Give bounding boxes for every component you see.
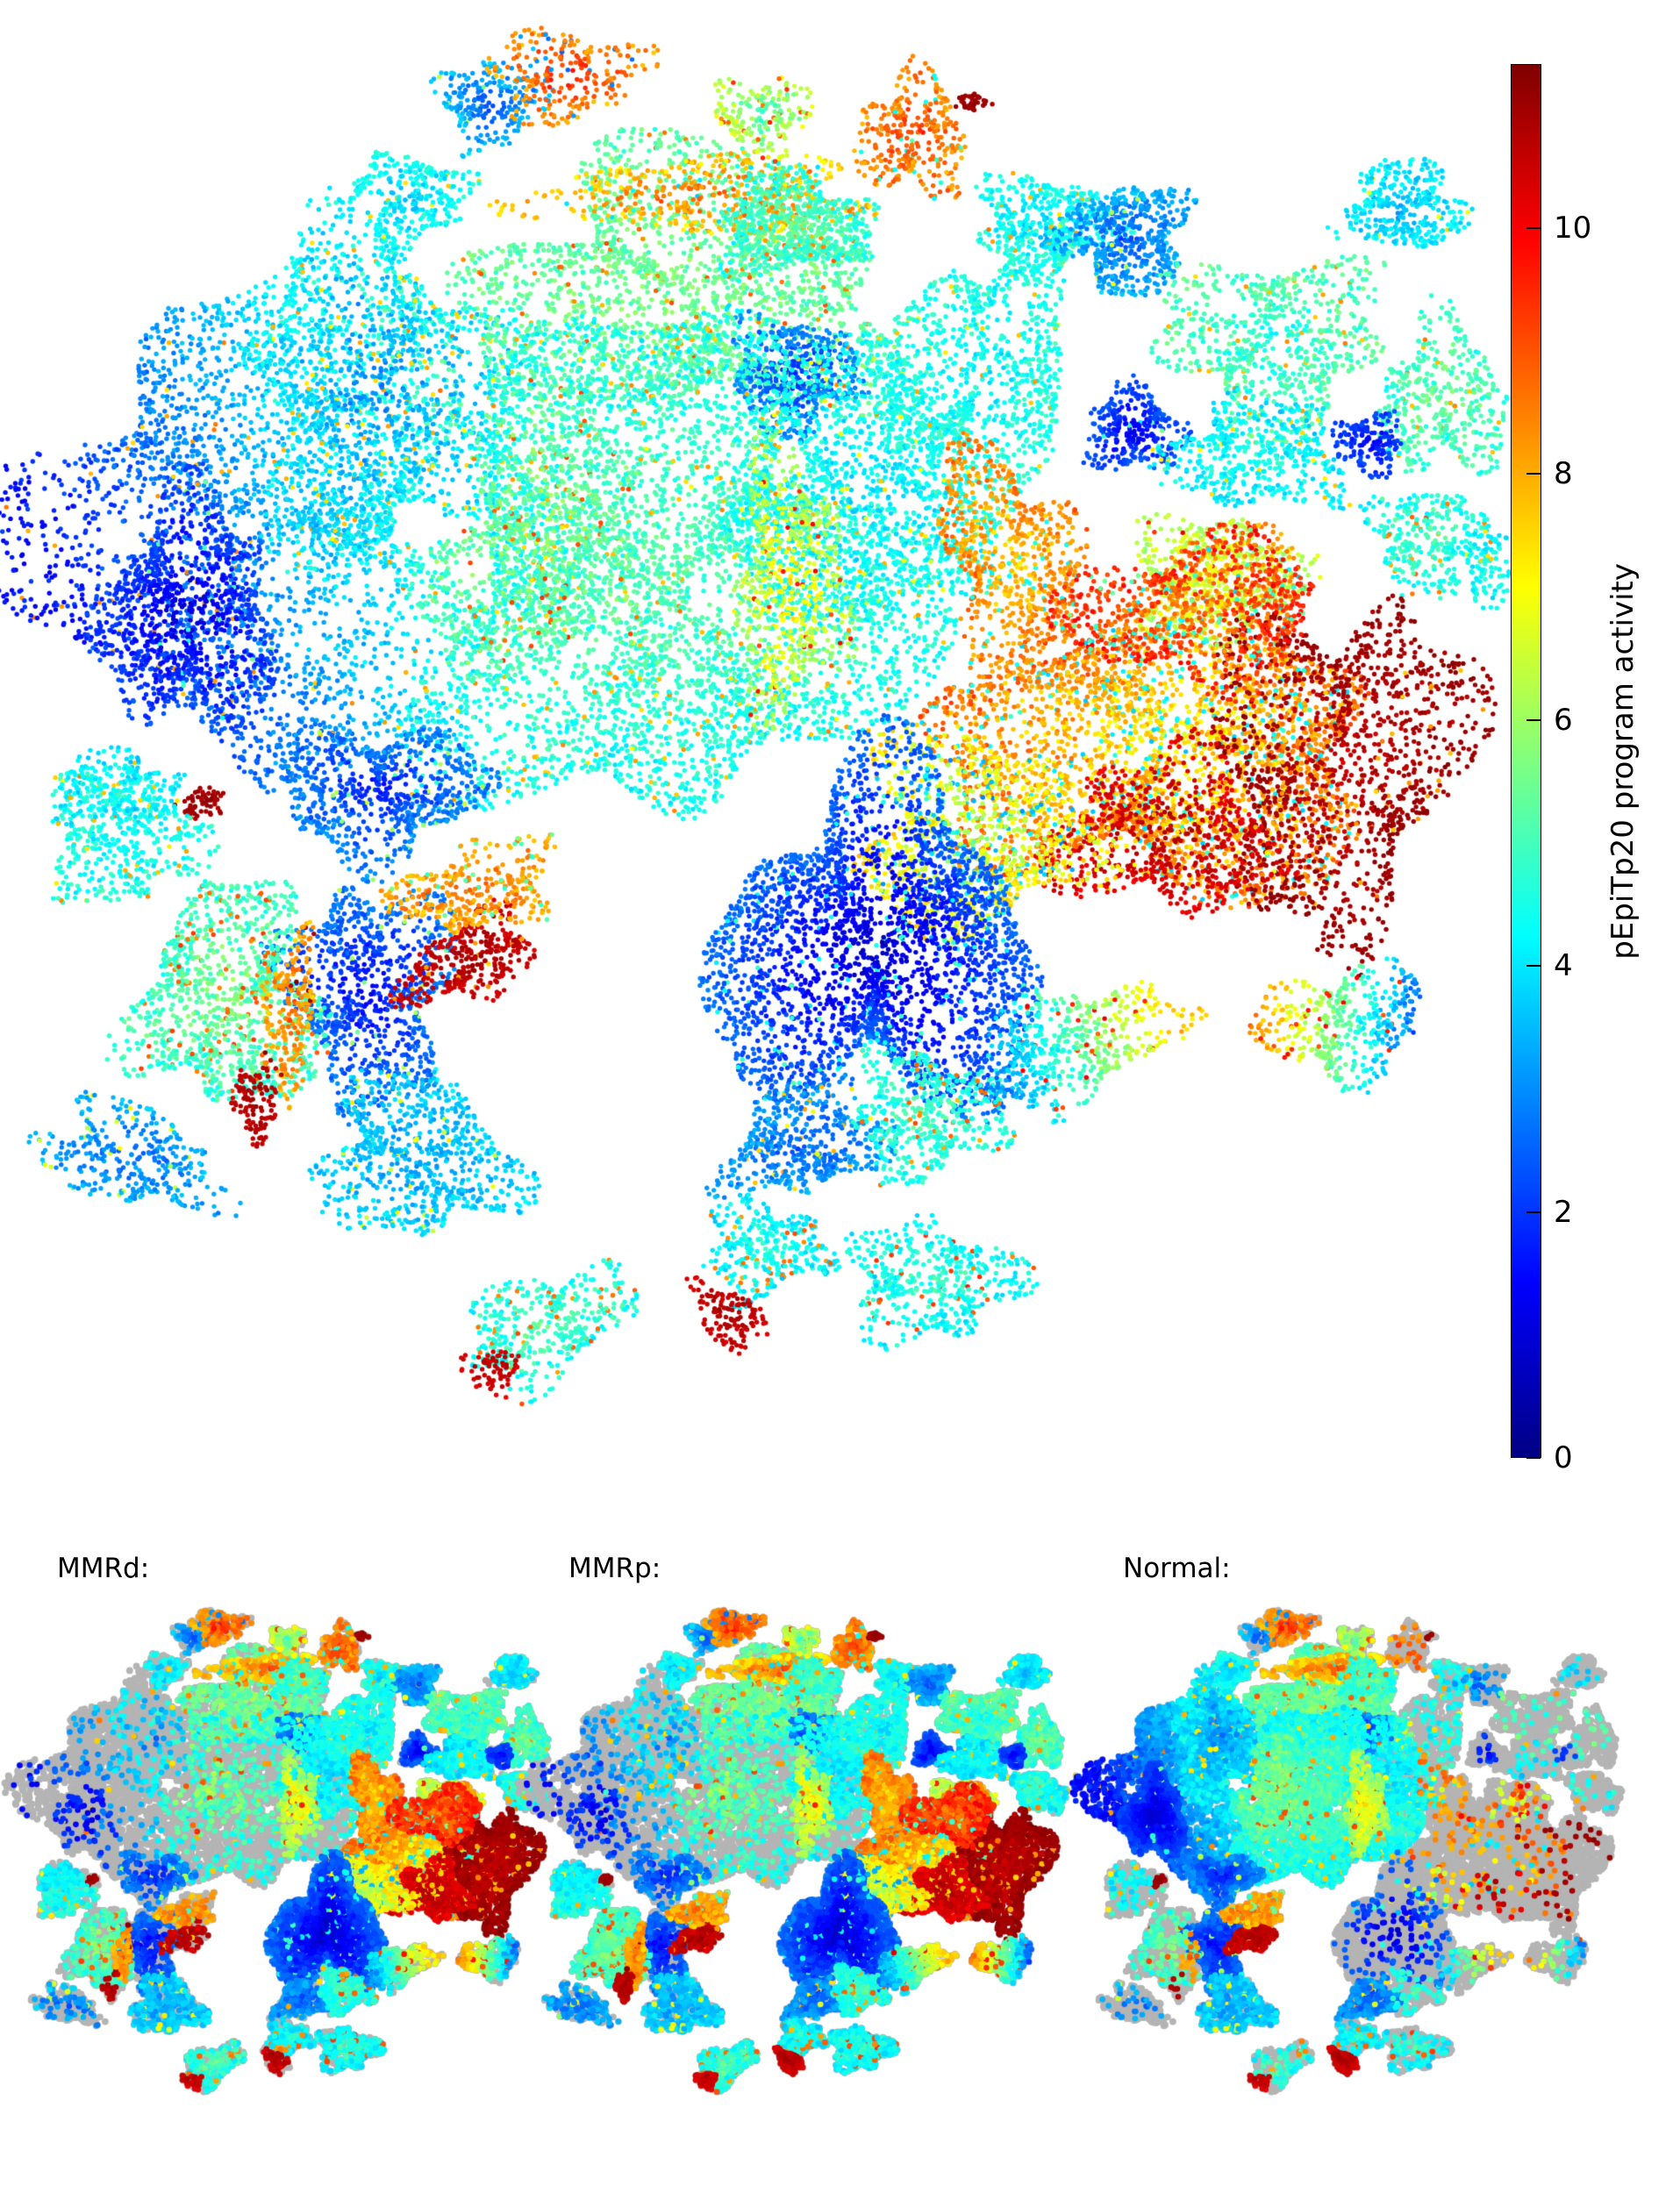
colorbar-axis-label: pEpiTp20 program activity	[1602, 64, 1644, 1458]
panel-label-normal: Normal:	[1123, 1553, 1231, 1584]
colorbar-tick-label: 0	[1554, 1440, 1573, 1475]
colorbar-tick-mark	[1526, 965, 1541, 967]
colorbar-tick-label: 8	[1554, 456, 1573, 492]
colorbar-tick-label: 10	[1554, 210, 1592, 246]
colorbar-gradient	[1511, 64, 1541, 1458]
colorbar-tick-label: 2	[1554, 1194, 1573, 1230]
panel-label-mmrd: MMRd:	[57, 1553, 150, 1584]
colorbar-tick-label: 4	[1554, 948, 1573, 983]
colorbar-tick-mark	[1526, 718, 1541, 721]
colorbar-tick-mark	[1526, 473, 1541, 475]
colorbar-tick-label: 6	[1554, 702, 1573, 738]
panel-label-mmrp: MMRp:	[568, 1553, 661, 1584]
colorbar-tick-mark	[1526, 1211, 1541, 1213]
colorbar-tick-mark	[1526, 226, 1541, 229]
colorbar-axis-label-text: pEpiTp20 program activity	[1605, 562, 1641, 960]
colorbar-tick-mark	[1526, 1457, 1541, 1459]
